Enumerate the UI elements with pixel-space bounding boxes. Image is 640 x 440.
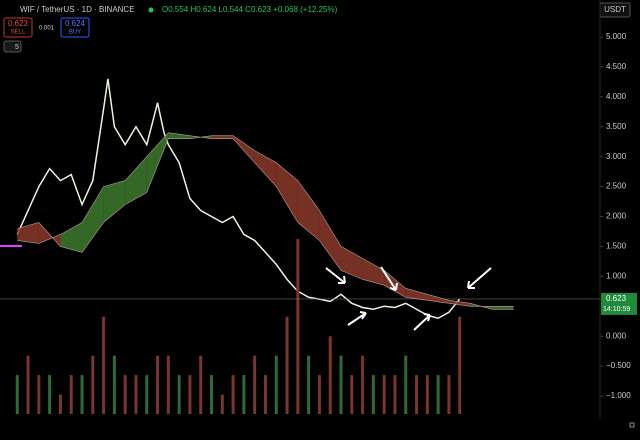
y-tick-label: 2.500 bbox=[606, 182, 627, 191]
sell-button[interactable] bbox=[3, 17, 33, 38]
cloud-fill bbox=[146, 132, 169, 193]
y-tick-label: 0.000 bbox=[606, 331, 627, 340]
volume-bar bbox=[58, 394, 62, 414]
volume-bar bbox=[328, 336, 332, 414]
volume-bar bbox=[231, 375, 235, 414]
volume-bar bbox=[166, 355, 170, 414]
volume-bar bbox=[242, 375, 246, 414]
cloud-fill bbox=[125, 156, 147, 205]
volume-bar bbox=[350, 375, 354, 414]
volume-bar bbox=[112, 355, 116, 414]
buy-label: BUY bbox=[69, 30, 81, 36]
indicator-count: 5 bbox=[15, 44, 19, 51]
volume-bar bbox=[436, 375, 440, 414]
status-dot bbox=[148, 7, 154, 13]
buy-price: 0.624 bbox=[65, 19, 86, 28]
cloud-fill bbox=[254, 150, 277, 187]
y-tick-label: 4.500 bbox=[606, 62, 627, 71]
volume-bar bbox=[145, 375, 149, 414]
volume-bar bbox=[188, 375, 192, 414]
buy-button[interactable] bbox=[60, 17, 90, 38]
cloud-fill bbox=[319, 210, 342, 271]
volume-bar bbox=[134, 375, 138, 414]
volume-bar bbox=[220, 394, 224, 414]
y-tick-label: −1.000 bbox=[606, 391, 631, 400]
y-tick-label: 4.000 bbox=[606, 92, 627, 101]
price-tag bbox=[601, 292, 637, 315]
y-tick-label: 1.000 bbox=[606, 271, 627, 280]
volume-bar bbox=[199, 355, 203, 414]
volume-bar bbox=[156, 355, 160, 414]
ohlc: O0.554 H0.624 L0.544 C0.623 +0.068 (+12.… bbox=[162, 5, 338, 14]
volume-bar bbox=[177, 375, 181, 414]
volume-bar bbox=[361, 355, 365, 414]
price-line bbox=[16, 78, 461, 320]
cloud-fill bbox=[82, 186, 104, 253]
volume-bar bbox=[404, 355, 408, 414]
volume-bar bbox=[458, 316, 462, 414]
cloud bbox=[17, 132, 514, 310]
cloud-fill bbox=[168, 132, 190, 139]
y-tick-label: 5.000 bbox=[606, 32, 627, 41]
indicator-toggle[interactable] bbox=[3, 40, 22, 53]
settings-icon[interactable] bbox=[629, 422, 635, 428]
volume-bar bbox=[317, 375, 321, 414]
volume-bar bbox=[253, 355, 257, 414]
cloud-fill bbox=[103, 180, 126, 223]
volume-bar bbox=[15, 375, 19, 414]
volume-bar bbox=[26, 355, 30, 414]
volume-bar bbox=[415, 375, 419, 414]
cloud-fill bbox=[17, 222, 39, 244]
volume-bar bbox=[274, 355, 278, 414]
cloud-fill bbox=[448, 300, 471, 307]
y-tick-label: −0.500 bbox=[606, 361, 631, 370]
y-tick-label: 1.500 bbox=[606, 242, 627, 251]
cloud-fill bbox=[341, 246, 363, 280]
cloud-fill bbox=[362, 258, 385, 286]
countdown: 14:10:59 bbox=[603, 306, 630, 313]
symbol: WIF / TetherUS · 1D · BINANCE bbox=[20, 5, 135, 14]
volume-bar bbox=[69, 375, 73, 414]
cloud-fill bbox=[297, 180, 320, 241]
y-tick-label: 3.500 bbox=[606, 122, 627, 131]
volume-bar bbox=[123, 375, 127, 414]
cloud-fill bbox=[384, 270, 406, 298]
currency: USDT bbox=[604, 5, 626, 14]
volume-bar bbox=[339, 355, 343, 414]
volume-bar bbox=[210, 375, 214, 414]
volume-bar bbox=[307, 355, 311, 414]
price-tag-value: 0.623 bbox=[606, 294, 627, 303]
cloud-line bbox=[17, 132, 514, 307]
volume-bar bbox=[371, 375, 375, 414]
spread: 0.001 bbox=[39, 26, 55, 32]
volume-bar bbox=[80, 375, 84, 414]
sell-price: 0.623 bbox=[8, 19, 29, 28]
cloud-fill bbox=[60, 222, 83, 253]
volume-bar bbox=[48, 375, 52, 414]
cloud-line bbox=[17, 135, 514, 310]
y-tick-label: 3.000 bbox=[606, 152, 627, 161]
volume-bar bbox=[102, 316, 106, 414]
cloud-fill bbox=[233, 135, 255, 163]
volume-bar bbox=[285, 316, 289, 414]
volume-bar bbox=[447, 375, 451, 414]
cloud-fill bbox=[405, 288, 428, 301]
x-axis-band bbox=[0, 420, 640, 435]
volume-bar bbox=[382, 375, 386, 414]
cloud-fill bbox=[211, 135, 234, 139]
cloud-fill bbox=[276, 162, 298, 223]
y-tick-label: 2.000 bbox=[606, 212, 627, 221]
volume-bar bbox=[37, 375, 41, 414]
volume-bar bbox=[393, 375, 397, 414]
arrows bbox=[325, 266, 492, 331]
sell-label: SELL bbox=[11, 30, 26, 36]
volume-bar bbox=[263, 375, 267, 414]
volume-bar bbox=[91, 355, 95, 414]
volume-bar bbox=[296, 238, 300, 414]
cloud-fill bbox=[492, 306, 514, 310]
volume-bar bbox=[425, 375, 429, 414]
